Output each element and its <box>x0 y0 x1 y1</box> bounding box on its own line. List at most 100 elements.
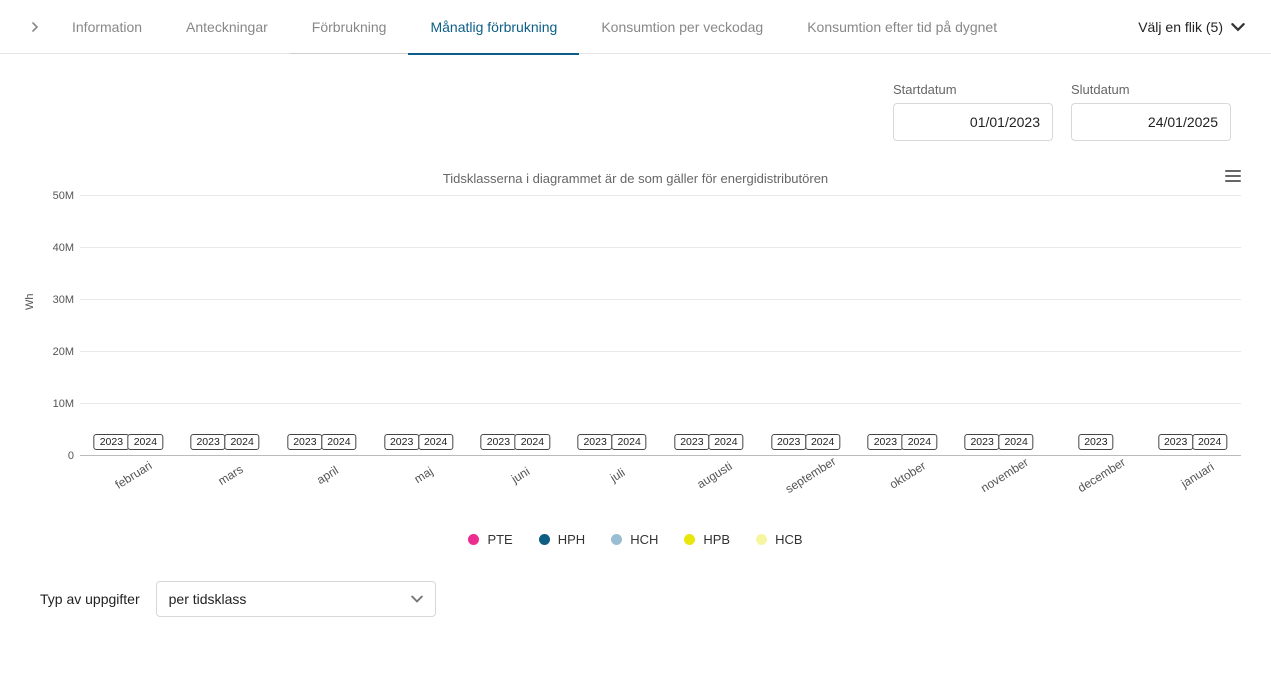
bar-pair: 20232024 <box>96 196 160 456</box>
bar-year-label: 2023 <box>481 434 516 451</box>
bar-pair: 20232024 <box>483 196 547 456</box>
month-group: 20232024 <box>661 196 758 456</box>
legend-item-hpb[interactable]: HPB <box>684 532 730 547</box>
bar-year-label: 2024 <box>128 434 163 451</box>
bar-year-label: 2023 <box>577 434 612 451</box>
chart-grid: 2023202420232024202320242023202420232024… <box>80 196 1241 456</box>
x-axis-label: februari <box>89 443 192 528</box>
month-group: 20232024 <box>1144 196 1241 456</box>
x-axis-label: juli <box>573 443 676 528</box>
data-type-select[interactable]: per tidsklass <box>156 581 436 617</box>
bar-pair: 2023 <box>1081 196 1111 456</box>
bar-year-label: 2024 <box>418 434 453 451</box>
x-axis-label: november <box>960 443 1063 528</box>
x-axis-label: mars <box>186 443 289 528</box>
month-group: 20232024 <box>467 196 564 456</box>
end-date-label: Slutdatum <box>1071 82 1231 97</box>
y-axis-title: Wh <box>24 294 36 311</box>
bar-pair: 20232024 <box>1161 196 1225 456</box>
end-date-input[interactable] <box>1071 103 1231 141</box>
bar-year-label: 2024 <box>224 434 259 451</box>
bars-layer: 2023202420232024202320242023202420232024… <box>80 196 1241 456</box>
chart-legend: PTE HPH HCH HPB HCB <box>30 532 1241 547</box>
bar-year-label: 2023 <box>287 434 322 451</box>
y-tick-label: 40M <box>53 242 74 254</box>
bar-pair: 20232024 <box>870 196 934 456</box>
legend-label: HPH <box>558 532 585 547</box>
tab-information[interactable]: Information <box>50 0 164 54</box>
month-group: 20232024 <box>370 196 467 456</box>
x-axis-label: december <box>1056 443 1159 528</box>
tab-konsumtion-efter-tid-på-dygnet[interactable]: Konsumtion efter tid på dygnet <box>785 0 1019 54</box>
date-range-row: Startdatum Slutdatum <box>0 54 1271 151</box>
legend-item-pte[interactable]: PTE <box>468 532 512 547</box>
bar-year-label: 2023 <box>1078 434 1113 451</box>
y-axis: Wh 010M20M30M40M50M <box>30 196 80 456</box>
legend-label: HCH <box>630 532 658 547</box>
x-axis-label: april <box>282 443 385 528</box>
legend-swatch <box>684 534 695 545</box>
x-axis-labels: februarimarsaprilmajjunijuliaugustisepte… <box>80 464 1241 504</box>
tabs-scroll-right-icon[interactable] <box>20 19 50 35</box>
grid-line <box>80 403 1241 404</box>
bar-year-label: 2024 <box>321 434 356 451</box>
tabs-row: InformationAnteckningarFörbrukningMånatl… <box>0 0 1271 54</box>
grid-line <box>80 247 1241 248</box>
bar-year-label: 2023 <box>964 434 999 451</box>
y-tick-label: 0 <box>68 450 74 462</box>
chevron-down-icon <box>411 593 423 605</box>
month-group: 20232024 <box>177 196 274 456</box>
month-group: 2023 <box>1048 196 1145 456</box>
bar-pair: 20232024 <box>290 196 354 456</box>
x-axis-label: september <box>766 443 869 528</box>
month-group: 20232024 <box>564 196 661 456</box>
y-tick-label: 30M <box>53 294 74 306</box>
tab-konsumtion-per-veckodag[interactable]: Konsumtion per veckodag <box>579 0 785 54</box>
tab-picker[interactable]: Välj en flik (5) <box>1132 19 1251 35</box>
month-group: 20232024 <box>951 196 1048 456</box>
tab-anteckningar[interactable]: Anteckningar <box>164 0 290 54</box>
chart-menu-button[interactable] <box>1225 167 1241 185</box>
bar-year-label: 2024 <box>611 434 646 451</box>
data-type-row: Typ av uppgifter per tidsklass <box>40 581 1271 617</box>
legend-swatch <box>611 534 622 545</box>
bar-year-label: 2023 <box>674 434 709 451</box>
x-axis-label: januari <box>1153 443 1256 528</box>
chart-caption: Tidsklasserna i diagrammet är de som gäl… <box>30 171 1241 186</box>
data-type-label: Typ av uppgifter <box>40 591 140 607</box>
legend-swatch <box>539 534 550 545</box>
month-group: 20232024 <box>80 196 177 456</box>
grid-line <box>80 299 1241 300</box>
bar-pair: 20232024 <box>774 196 838 456</box>
bar-year-label: 2023 <box>384 434 419 451</box>
bar-pair: 20232024 <box>387 196 451 456</box>
tab-förbrukning[interactable]: Förbrukning <box>290 0 409 54</box>
legend-item-hph[interactable]: HPH <box>539 532 585 547</box>
grid-line <box>80 195 1241 196</box>
tab-månatlig-förbrukning[interactable]: Månatlig förbrukning <box>408 0 579 54</box>
legend-swatch <box>756 534 767 545</box>
x-axis-label: augusti <box>669 443 772 528</box>
bar-year-label: 2023 <box>868 434 903 451</box>
bar-year-label: 2024 <box>515 434 550 451</box>
month-group: 20232024 <box>757 196 854 456</box>
bar-year-label: 2024 <box>902 434 937 451</box>
tab-picker-label: Välj en flik (5) <box>1138 19 1223 35</box>
bar-pair: 20232024 <box>677 196 741 456</box>
start-date-input[interactable] <box>893 103 1053 141</box>
y-tick-label: 50M <box>53 190 74 202</box>
legend-item-hcb[interactable]: HCB <box>756 532 802 547</box>
bar-pair: 20232024 <box>193 196 257 456</box>
bar-year-label: 2023 <box>771 434 806 451</box>
month-group: 20232024 <box>274 196 371 456</box>
start-date-field: Startdatum <box>893 82 1053 141</box>
bar-year-label: 2023 <box>94 434 129 451</box>
bar-year-label: 2024 <box>708 434 743 451</box>
bar-year-label: 2024 <box>805 434 840 451</box>
legend-label: HPB <box>703 532 730 547</box>
bar-year-label: 2024 <box>1192 434 1227 451</box>
chart-container: Tidsklasserna i diagrammet är de som gäl… <box>30 171 1241 547</box>
end-date-field: Slutdatum <box>1071 82 1231 141</box>
legend-item-hch[interactable]: HCH <box>611 532 658 547</box>
bar-pair: 20232024 <box>580 196 644 456</box>
